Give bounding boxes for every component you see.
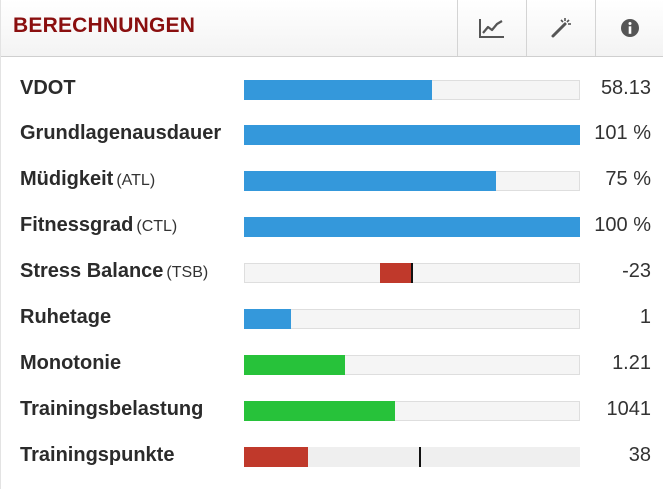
metric-bar-fill <box>244 217 580 237</box>
metric-row: Müdigkeit (ATL) 75 % <box>1 158 663 204</box>
metric-label: Grundlagenausdauer <box>20 122 221 145</box>
metric-bar-fill <box>244 171 496 191</box>
metric-name: Grundlagenausdauer <box>20 122 222 144</box>
panel-title: BERECHNUNGEN <box>13 14 196 37</box>
metric-value: 1041 <box>606 398 652 420</box>
metric-name: Trainingspunkte <box>20 444 175 466</box>
metric-value: 75 % <box>605 168 651 190</box>
metric-value: 101 % <box>594 122 651 144</box>
metric-bar-track <box>244 263 580 283</box>
metric-label: Trainingsbelastung <box>20 398 203 421</box>
metric-label: Fitnessgrad (CTL) <box>20 214 177 237</box>
metric-value: -23 <box>622 260 651 282</box>
metric-bar-fill <box>244 309 291 329</box>
metric-name: Fitnessgrad <box>20 214 134 236</box>
metric-row: Trainingsbelastung 1041 <box>1 388 663 434</box>
metric-bar-track <box>244 171 580 191</box>
metric-row: Grundlagenausdauer 101 % <box>1 112 663 158</box>
metric-label: Trainingspunkte <box>20 444 174 467</box>
metric-label: Müdigkeit (ATL) <box>20 168 155 191</box>
metric-abbreviation: (TSB) <box>166 264 209 281</box>
metric-bar-marker <box>411 263 413 283</box>
metric-abbreviation: (ATL) <box>116 172 156 189</box>
metric-value: 100 % <box>594 214 651 236</box>
line-chart-icon <box>479 19 504 38</box>
metric-name: Trainingsbelastung <box>20 398 204 420</box>
metric-label: Ruhetage <box>20 306 111 329</box>
metric-label: Stress Balance (TSB) <box>20 260 208 283</box>
metric-bar-track <box>244 401 580 421</box>
metric-row: Fitnessgrad (CTL) 100 % <box>1 204 663 250</box>
metric-bar-marker <box>419 447 421 467</box>
metric-bar-fill <box>380 263 412 283</box>
metric-bar-track <box>244 309 580 329</box>
magic-wand-icon <box>551 18 571 38</box>
metric-name: VDOT <box>20 77 76 99</box>
panel-header: BERECHNUNGEN <box>1 0 663 57</box>
metric-bar-track <box>244 80 580 100</box>
metric-bar-fill <box>244 447 308 467</box>
metric-row: Stress Balance (TSB) -23 <box>1 250 663 296</box>
metric-bar-track <box>244 217 580 237</box>
metric-name: Müdigkeit <box>20 168 114 190</box>
metric-bar-track <box>244 447 580 467</box>
metric-bar-track <box>244 125 580 145</box>
metric-label: Monotonie <box>20 352 121 375</box>
metric-abbreviation: (CTL) <box>136 218 178 235</box>
metric-bar-fill <box>244 355 345 375</box>
metric-value: 38 <box>628 444 651 466</box>
metric-bar-fill <box>244 80 432 100</box>
metric-value: 1 <box>639 306 651 328</box>
metric-row: Ruhetage 1 <box>1 296 663 342</box>
metric-value: 1.21 <box>612 352 651 374</box>
wand-button[interactable] <box>526 0 595 56</box>
metric-row: VDOT 58.13 <box>1 67 663 113</box>
metric-bar-fill <box>244 401 395 421</box>
metric-name: Ruhetage <box>20 306 112 328</box>
metric-name: Monotonie <box>20 352 122 374</box>
chart-button[interactable] <box>457 0 526 56</box>
metric-label: VDOT <box>20 77 76 100</box>
metric-bar-fill <box>244 125 580 145</box>
metric-row: Trainingspunkte 38 <box>1 434 663 480</box>
metric-bar-track <box>244 355 580 375</box>
metric-name: Stress Balance <box>20 260 164 282</box>
info-icon <box>621 19 639 37</box>
info-button[interactable] <box>595 0 663 56</box>
metric-row: Monotonie 1.21 <box>1 342 663 388</box>
metric-value: 58.13 <box>600 77 651 99</box>
